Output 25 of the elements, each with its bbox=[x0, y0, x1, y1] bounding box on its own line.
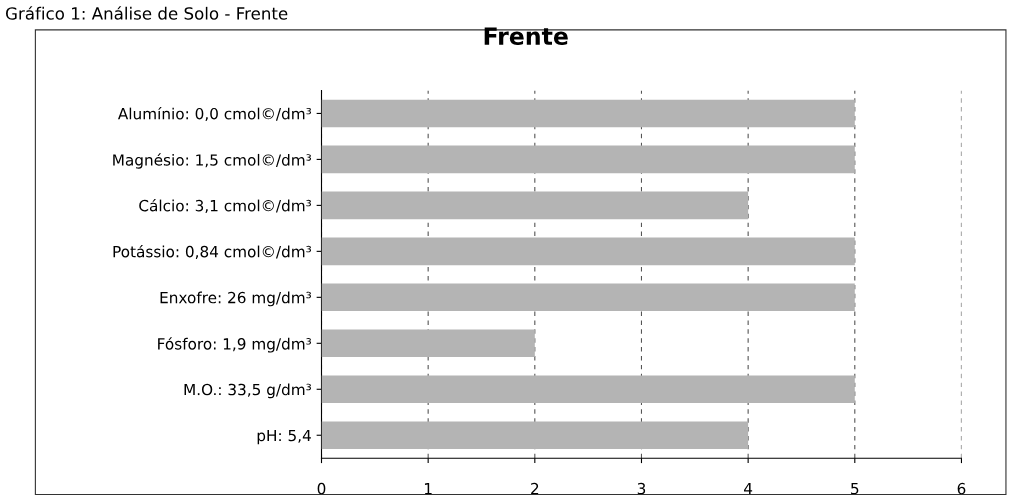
bar bbox=[321, 99, 855, 128]
bar bbox=[321, 283, 855, 312]
y-tick-label: Magnésio: 1,5 cmol©/dm³ bbox=[113, 153, 311, 169]
y-tick-label: Potássio: 0,84 cmol©/dm³ bbox=[113, 244, 311, 259]
x-tick-label: 0 bbox=[317, 482, 326, 495]
chart-title: Frente bbox=[484, 27, 568, 46]
bar bbox=[321, 191, 749, 220]
x-tick-label: 3 bbox=[637, 482, 646, 495]
x-tick-label: 2 bbox=[531, 482, 539, 495]
x-tick-label: 4 bbox=[744, 483, 753, 495]
bar bbox=[321, 421, 749, 450]
text: Gráfico 1: Análise de Solo - Frente bbox=[5, 6, 288, 20]
bar bbox=[321, 375, 855, 404]
x-tick-label: 5 bbox=[851, 483, 859, 495]
y-tick-label: Cálcio: 3,1 cmol©/dm³ bbox=[139, 198, 311, 213]
x-tick-label: 6 bbox=[957, 482, 966, 495]
y-tick-label: Enxofre: 26 mg/dm³ bbox=[160, 291, 311, 307]
y-tick-label: Fósforo: 1,9 mg/dm³ bbox=[158, 337, 311, 353]
bar bbox=[321, 237, 855, 266]
y-tick-label: M.O.: 33,5 g/dm³ bbox=[184, 383, 311, 399]
bar bbox=[321, 329, 535, 358]
x-tick-label: 1 bbox=[424, 483, 432, 495]
y-tick-label: pH: 5,4 bbox=[257, 429, 311, 445]
bar bbox=[321, 145, 855, 174]
y-tick-label: Alumínio: 0,0 cmol©/dm³ bbox=[117, 107, 312, 122]
